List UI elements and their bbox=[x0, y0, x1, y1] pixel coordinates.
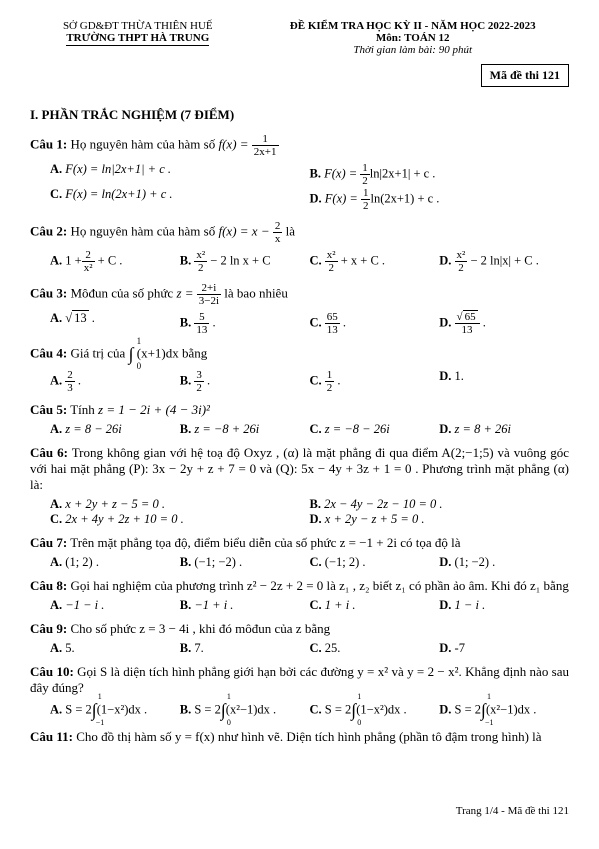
section-title: I. PHẦN TRẮC NGHIỆM (7 ĐIỂM) bbox=[30, 107, 569, 123]
q7-options: A. (1; 2) . B. (−1; −2) . C. (−1; 2) . D… bbox=[50, 555, 569, 570]
question-11: Câu 11: Cho đồ thị hàm số y = f(x) như h… bbox=[30, 729, 569, 745]
question-8: Câu 8: Gọi hai nghiệm của phương trình z… bbox=[30, 578, 569, 594]
school-line: TRƯỜNG THPT HÀ TRUNG bbox=[66, 32, 209, 46]
q9-options: A. 5. B. 7. C. 25. D. -7 bbox=[50, 641, 569, 656]
q1-text: Họ nguyên hàm của hàm số bbox=[70, 136, 215, 151]
duration-line: Thời gian làm bài: 90 phút bbox=[256, 44, 569, 56]
q3-options: A. √13 . B. 513 . C. 6513 . D. √6513 . bbox=[50, 311, 569, 336]
q1-a: F(x) = ln|2x+1| + c . bbox=[65, 162, 171, 176]
page-footer: Trang 1/4 - Mã đề thi 121 bbox=[30, 805, 569, 817]
question-6: Câu 6: Trong không gian với hệ toạ độ Ox… bbox=[30, 445, 569, 493]
q6-options: A. x + 2y + z − 5 = 0 . B. 2x − 4y − 2z … bbox=[50, 497, 569, 527]
question-1: Câu 1: Họ nguyên hàm của hàm số f(x) = 1… bbox=[30, 133, 569, 158]
q4-options: A. 23 . B. 32 . C. 12 . D. 1. bbox=[50, 369, 569, 394]
subject-line: Môn: TOÁN 12 bbox=[256, 32, 569, 44]
q5-options: A. z = 8 − 26i B. z = −8 + 26i C. z = −8… bbox=[50, 422, 569, 437]
header-right: ĐỀ KIỂM TRA HỌC KỲ II - NĂM HỌC 2022-202… bbox=[256, 20, 569, 56]
question-3: Câu 3: Môđun của số phức z = 2+i3−2i là … bbox=[30, 282, 569, 307]
question-4: Câu 4: Giá trị của 1 ∫ 0 (x+1)dx bằng bbox=[30, 344, 569, 365]
q8-options: A. −1 − i . B. −1 + i . C. 1 + i . D. 1 … bbox=[50, 598, 569, 613]
exam-header: SỞ GD&ĐT THỪA THIÊN HUẾ TRƯỜNG THPT HÀ T… bbox=[30, 20, 569, 56]
question-2: Câu 2: Họ nguyên hàm của hàm số f(x) = x… bbox=[30, 220, 569, 245]
question-9: Câu 9: Cho số phức z = 3 − 4i , khi đó m… bbox=[30, 621, 569, 637]
header-left: SỞ GD&ĐT THỪA THIÊN HUẾ TRƯỜNG THPT HÀ T… bbox=[30, 20, 246, 56]
question-7: Câu 7: Trên mặt phẳng tọa độ, điểm biểu … bbox=[30, 535, 569, 551]
q1-options: A. F(x) = ln|2x+1| + c . B. F(x) = 12ln|… bbox=[50, 162, 569, 212]
q10-options: A. S = 21∫−1(1−x²)dx . B. S = 21∫0(x²−1)… bbox=[50, 700, 569, 721]
exam-code: Mã đề thi 121 bbox=[481, 64, 569, 87]
exam-title: ĐỀ KIỂM TRA HỌC KỲ II - NĂM HỌC 2022-202… bbox=[256, 20, 569, 32]
department-line: SỞ GD&ĐT THỪA THIÊN HUẾ bbox=[30, 20, 246, 32]
question-5: Câu 5: Tính z = 1 − 2i + (4 − 3i)² bbox=[30, 402, 569, 418]
q1-label: Câu 1: bbox=[30, 136, 67, 151]
q1-c: F(x) = ln(2x+1) + c . bbox=[65, 187, 172, 201]
q2-options: A. 1 +2x² + C . B. x²2 − 2 ln x + C C. x… bbox=[50, 249, 569, 274]
